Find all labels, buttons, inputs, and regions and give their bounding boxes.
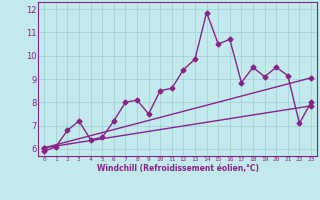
X-axis label: Windchill (Refroidissement éolien,°C): Windchill (Refroidissement éolien,°C) <box>97 164 259 173</box>
